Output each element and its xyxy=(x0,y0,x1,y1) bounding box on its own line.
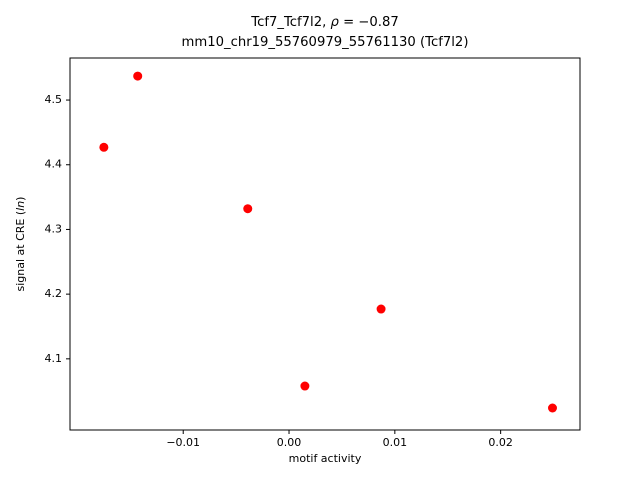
x-axis: −0.01 0.00 0.01 0.02 xyxy=(166,430,513,449)
y-tick-label: 4.2 xyxy=(45,287,63,300)
data-point xyxy=(99,142,109,152)
x-axis-label: motif activity xyxy=(289,452,362,465)
plot-area xyxy=(69,57,581,431)
y-tick-label: 4.1 xyxy=(45,352,63,365)
data-point xyxy=(133,71,143,81)
x-tick-label: 0.00 xyxy=(277,436,302,449)
data-point xyxy=(376,304,386,314)
chart-subtitle: mm10_chr19_55760979_55761130 (Tcf7l2) xyxy=(182,35,469,50)
y-tick-label: 4.3 xyxy=(45,222,63,235)
data-point xyxy=(243,204,253,214)
x-tick-label: 0.02 xyxy=(488,436,513,449)
x-tick-label: 0.01 xyxy=(383,436,408,449)
chart-title: Tcf7_Tcf7l2, ρ = −0.87 xyxy=(250,15,398,30)
x-tick-label: −0.01 xyxy=(166,436,200,449)
scatter-points xyxy=(99,71,557,413)
y-axis: 4.1 4.2 4.3 4.4 4.5 xyxy=(45,93,70,365)
y-tick-label: 4.4 xyxy=(45,158,63,171)
y-axis-label: signal at CRE (ln) xyxy=(14,197,27,292)
data-point xyxy=(547,403,557,413)
data-point xyxy=(300,381,310,391)
y-tick-label: 4.5 xyxy=(45,93,63,106)
